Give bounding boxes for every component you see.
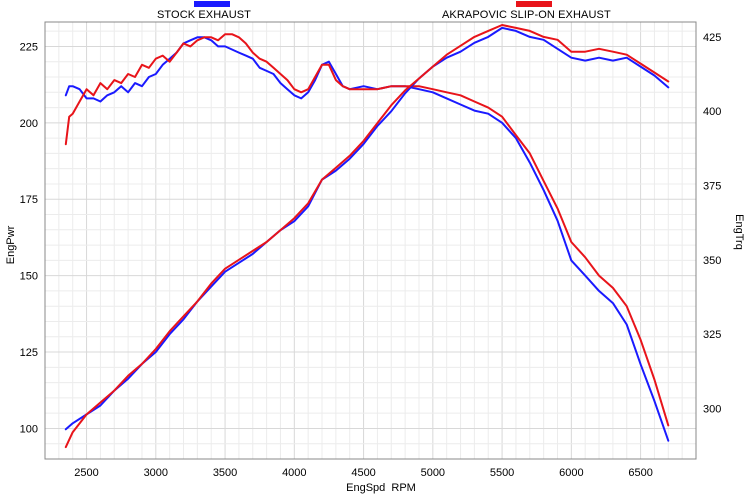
y-right-tick-label: 425 bbox=[703, 32, 721, 44]
legend-swatch-stock bbox=[194, 1, 230, 7]
legend-label-akrapovic: AKRAPOVIC SLIP-ON EXHAUST bbox=[442, 9, 611, 21]
tick-labels: 2500 3000 3500 4000 4500 5000 5500 6000 6500 100 1… bbox=[20, 32, 722, 479]
x-axis-title: EngSpd RPM bbox=[346, 482, 416, 494]
y-right-tick-label: 375 bbox=[703, 181, 721, 193]
y-left-tick-label: 200 bbox=[20, 118, 38, 130]
x-tick-label: 2500 bbox=[74, 467, 98, 479]
y-left-axis-title: EngPwr bbox=[5, 225, 17, 264]
series-line-akrapovic-engtrq bbox=[64, 24, 670, 449]
y-right-tick-label: 325 bbox=[703, 329, 721, 341]
series-lines bbox=[64, 24, 670, 449]
x-tick-label: 3000 bbox=[144, 467, 168, 479]
x-tick-label: 6500 bbox=[628, 467, 652, 479]
x-tick-label: 4000 bbox=[282, 467, 306, 479]
y-left-tick-label: 150 bbox=[20, 271, 38, 283]
x-tick-label: 5500 bbox=[490, 467, 514, 479]
legend-swatch-akrapovic bbox=[516, 1, 552, 7]
series-line-akrapovic-engpwr bbox=[64, 33, 670, 427]
legend-label-stock: STOCK EXHAUST bbox=[157, 9, 252, 21]
grid bbox=[45, 22, 696, 459]
y-left-tick-label: 225 bbox=[20, 41, 38, 53]
x-tick-label: 6000 bbox=[559, 467, 583, 479]
y-left-tick-label: 125 bbox=[20, 347, 38, 359]
y-right-axis-title: EngTrq bbox=[733, 214, 745, 250]
y-left-tick-label: 175 bbox=[20, 194, 38, 206]
x-tick-label: 4500 bbox=[351, 467, 375, 479]
series-line-stock-engtrq bbox=[64, 26, 670, 431]
x-tick-label: 3500 bbox=[213, 467, 237, 479]
y-right-tick-label: 350 bbox=[703, 255, 721, 267]
y-right-tick-label: 300 bbox=[703, 403, 721, 415]
x-tick-label: 5000 bbox=[421, 467, 445, 479]
y-right-tick-label: 400 bbox=[703, 106, 721, 118]
plot-frame bbox=[44, 21, 697, 460]
series-line-stock-engpwr bbox=[64, 36, 670, 442]
y-left-tick-label: 100 bbox=[20, 423, 38, 435]
